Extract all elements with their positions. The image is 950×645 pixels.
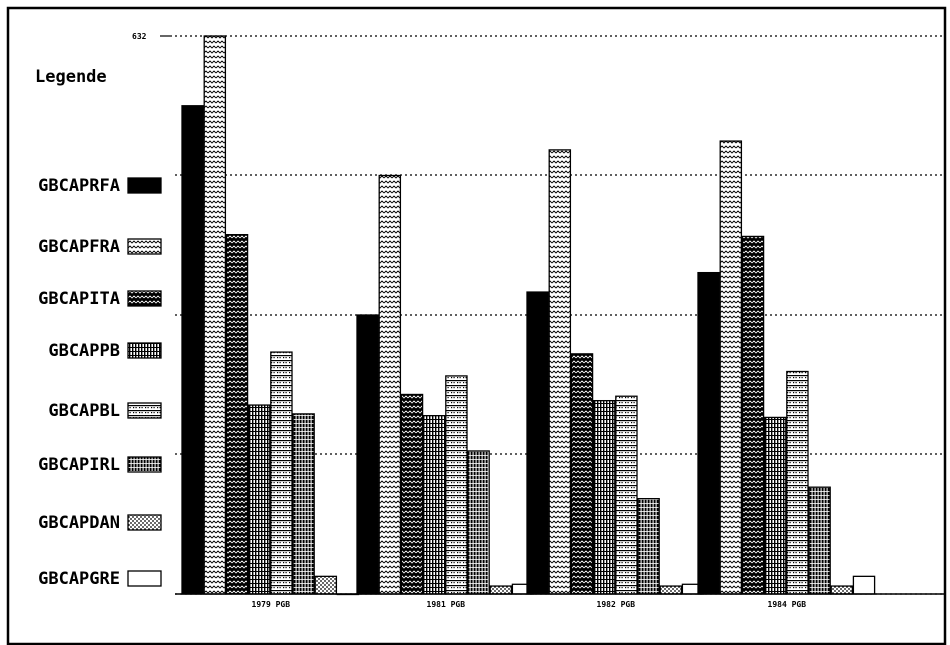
legend-swatch [127,177,162,194]
bar-gbcapita [741,235,765,595]
legend-label: GBCAPBL [48,401,120,421]
bar-gbcapdan [314,575,338,595]
bar-gbcapbl [445,375,468,595]
bar-gbcapita [400,393,424,595]
legend-label: GBCAPDAN [38,513,120,533]
legend-label: GBCAPIRL [38,455,120,475]
legend: GBCAPRFA GBCAPFRA GBCAPITA GBCAPPB GBCAPBL GB… [38,176,162,589]
legend-swatch [127,290,162,307]
bar-gbcappb [763,416,787,595]
legend-label: GBCAPGRE [38,569,120,589]
bar-gbcapbl [270,351,293,595]
bar-gbcapdan [830,585,854,595]
bar-gbcapirl [808,486,831,595]
bar-gbcaprfa [181,105,204,595]
y-tick-label: 632 [132,32,147,41]
bar-gbcapfra [203,35,227,595]
bar-gbcappb [592,399,616,595]
x-tick-label: 1984 PGB [768,600,807,609]
bar-gbcaprfa [526,291,549,595]
legend-swatch [127,570,162,587]
legend-swatch [127,238,162,255]
bar-gbcapirl [292,413,315,595]
bar-gbcapita [225,234,249,595]
legend-title: Legende [35,67,107,87]
bar-gbcapfra [719,140,743,595]
bar-gbcapbl [615,395,638,595]
legend-swatch [127,514,162,531]
bar-gbcapfra [378,174,402,595]
bar-gbcapirl [637,497,660,595]
bar-gbcapdan [659,585,683,595]
legend-swatch [127,342,162,359]
bar-gbcaprfa [356,314,379,595]
bar-gbcapgre [852,575,876,595]
bar-gbcappb [247,404,271,595]
legend-label: GBCAPRFA [38,176,120,196]
bar-gbcapdan [489,585,513,595]
y-axis: 632 [132,32,172,41]
bar-gbcapirl [467,450,490,595]
legend-swatch [127,402,162,419]
x-tick-label: 1981 PGB [427,600,466,609]
legend-label: GBCAPITA [38,289,120,309]
bar-gbcapbl [786,370,809,595]
chart-border [6,6,947,645]
bar-gbcappb [422,415,446,595]
x-tick-label: 1982 PGB [597,600,636,609]
bar-gbcaprfa [697,271,720,595]
x-tick-label: 1979 PGB [252,600,291,609]
x-axis: 1979 PGB 1981 PGB 1982 PGB 1984 PGB [252,600,807,609]
legend-label: GBCAPFRA [38,237,120,257]
bars [181,35,876,596]
legend-swatch [127,456,162,473]
bar-gbcapfra [548,149,572,595]
legend-label: GBCAPPB [48,341,120,361]
bar-gbcapita [570,353,594,595]
